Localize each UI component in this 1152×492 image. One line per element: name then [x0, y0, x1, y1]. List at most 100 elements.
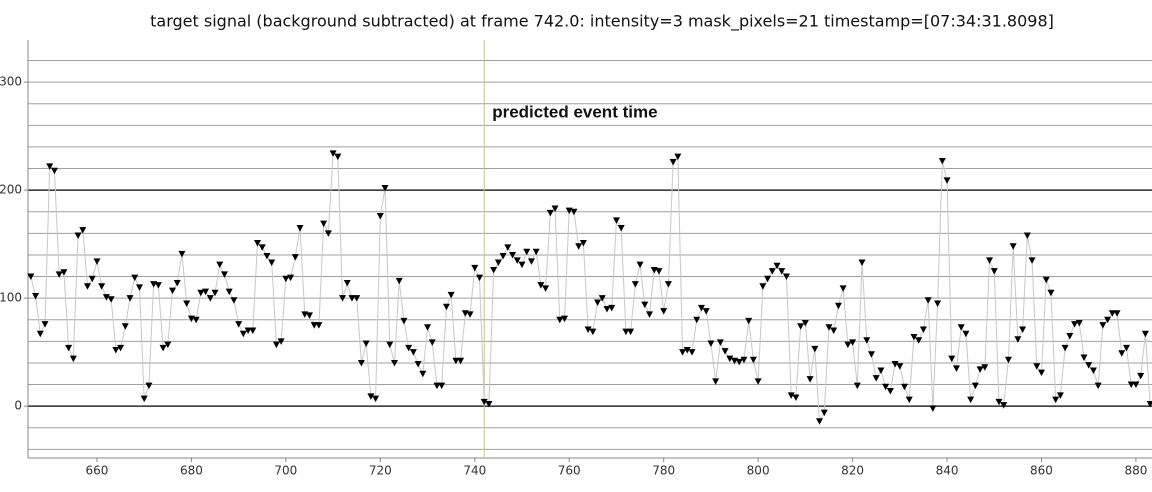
marker — [518, 261, 526, 269]
marker — [674, 153, 682, 161]
marker — [608, 304, 616, 312]
marker — [683, 346, 691, 354]
marker — [858, 259, 866, 267]
signal-line — [30, 152, 1151, 424]
marker — [886, 388, 894, 395]
marker — [173, 280, 181, 287]
marker — [631, 281, 639, 288]
marker — [1047, 289, 1055, 297]
marker — [254, 240, 262, 247]
marker — [485, 400, 493, 408]
marker — [990, 268, 998, 275]
y-tick-label: 0 — [14, 399, 22, 413]
y-tick-label: 200 — [0, 183, 22, 197]
marker — [589, 328, 597, 336]
marker — [376, 213, 384, 220]
marker — [230, 297, 238, 304]
marker — [867, 351, 875, 358]
marker — [1146, 400, 1152, 408]
marker — [1080, 354, 1088, 362]
marker — [863, 337, 871, 344]
chart-title: target signal (background subtracted) at… — [150, 12, 1054, 32]
marker — [164, 341, 172, 349]
x-tick-label: 720 — [369, 464, 392, 478]
marker — [452, 357, 460, 365]
marker — [702, 308, 710, 315]
marker — [433, 382, 441, 390]
marker — [745, 317, 753, 325]
marker — [1028, 257, 1036, 264]
marker — [1122, 344, 1130, 352]
marker — [560, 315, 568, 323]
marker — [768, 268, 776, 275]
marker — [1023, 232, 1031, 239]
marker — [263, 253, 271, 260]
x-tick-label: 860 — [1030, 464, 1053, 478]
marker — [60, 269, 68, 276]
marker — [1089, 367, 1097, 375]
marker — [641, 301, 649, 309]
marker — [575, 243, 583, 250]
marker — [169, 287, 177, 295]
marker — [315, 322, 323, 329]
marker — [877, 367, 885, 375]
marker — [287, 274, 295, 282]
marker — [249, 327, 257, 335]
marker — [457, 357, 465, 365]
marker — [872, 375, 880, 382]
marker — [69, 355, 77, 363]
marker — [36, 330, 44, 338]
x-tick-label: 680 — [180, 464, 203, 478]
marker — [976, 366, 984, 373]
marker — [1132, 381, 1140, 389]
marker — [735, 358, 743, 366]
marker — [764, 275, 772, 283]
marker — [849, 339, 857, 346]
marker — [537, 282, 545, 289]
marker — [1137, 372, 1145, 380]
marker — [882, 383, 890, 391]
marker — [1033, 363, 1041, 370]
marker — [957, 324, 965, 331]
marker — [759, 283, 767, 290]
marker — [65, 344, 73, 352]
marker — [1141, 330, 1149, 338]
marker — [405, 344, 413, 352]
marker — [664, 281, 672, 288]
marker — [1094, 382, 1102, 390]
marker — [910, 334, 918, 341]
marker — [367, 393, 375, 400]
marker — [816, 418, 824, 425]
marker — [905, 396, 913, 404]
marker — [915, 337, 923, 344]
marker — [995, 398, 1003, 406]
marker — [32, 292, 40, 300]
marker — [901, 383, 909, 391]
y-tick-label: 100 — [0, 291, 22, 305]
marker — [428, 339, 436, 346]
marker — [235, 321, 243, 328]
marker — [594, 299, 602, 306]
event-label: predicted event time — [492, 102, 657, 121]
marker — [787, 392, 795, 399]
marker — [107, 296, 115, 303]
marker — [938, 157, 946, 165]
marker — [598, 295, 606, 302]
marker — [504, 244, 512, 251]
marker — [603, 305, 611, 313]
marker — [513, 257, 521, 264]
marker — [178, 250, 186, 258]
marker — [782, 273, 790, 281]
marker — [84, 283, 92, 290]
marker — [211, 289, 219, 297]
marker — [447, 291, 455, 299]
marker — [839, 285, 847, 292]
marker — [971, 382, 979, 390]
marker — [612, 217, 620, 224]
marker — [98, 283, 106, 290]
x-tick-label: 780 — [652, 464, 675, 478]
marker — [145, 382, 153, 390]
marker — [622, 328, 630, 336]
marker — [721, 348, 729, 355]
